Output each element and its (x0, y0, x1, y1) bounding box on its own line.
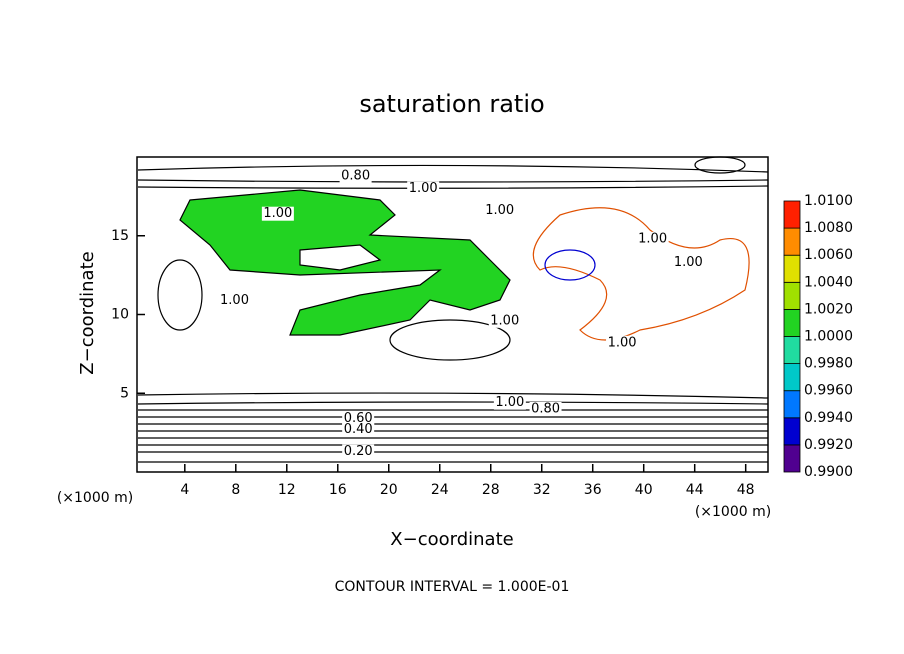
x-tick-label: 28 (482, 482, 500, 498)
contour-label: 0.80 (341, 168, 370, 183)
colorbar-box (783, 363, 801, 392)
contour-label-bg (606, 335, 639, 350)
x-tick-label: 36 (584, 482, 602, 498)
colorbar-label: 0.9980 (804, 356, 853, 372)
x-axis-title: X−coordinate (390, 529, 513, 550)
x-tick-label: 24 (431, 482, 449, 498)
chart-title: saturation ratio (359, 90, 544, 118)
contour-label-bg (488, 313, 521, 328)
contour-label: 0.80 (531, 402, 560, 417)
contour-label: 1.00 (409, 181, 438, 196)
colorbar-box (783, 200, 801, 229)
x-tick-label: 32 (533, 482, 551, 498)
contour-field (137, 156, 769, 463)
colorbar-label: 1.0020 (804, 301, 853, 317)
x-tick-label: 48 (737, 482, 755, 498)
colorbar-label: 0.9920 (804, 437, 853, 453)
contour-label: 0.40 (344, 422, 373, 437)
contour-label: 0.60 (344, 411, 373, 426)
colorbar-label: 1.0100 (804, 193, 853, 209)
x-tick-label: 4 (180, 482, 189, 498)
contour-label-bg (493, 395, 526, 410)
colorbar-box (783, 336, 801, 365)
colorbar-box (783, 444, 801, 473)
x-unit-right: (×1000 m) (695, 504, 771, 520)
contour-label: 1.00 (220, 293, 249, 308)
contour-label-bg (261, 206, 294, 221)
x-tick-label: 44 (686, 482, 704, 498)
x-tick-label: 12 (278, 482, 296, 498)
contour-label: 1.00 (485, 203, 514, 218)
y-tick-label: 10 (111, 307, 129, 323)
x-unit-left: (×1000 m) (57, 490, 133, 506)
contour-label-bg (636, 231, 669, 246)
contour-label: 1.00 (263, 206, 292, 221)
colorbar-label: 0.9960 (804, 383, 853, 399)
y-axis-title: Z−coordinate (77, 251, 98, 374)
x-tick-label: 16 (329, 482, 347, 498)
colorbar-box (783, 417, 801, 446)
x-tick-label: 40 (635, 482, 653, 498)
colorbar-box (783, 308, 801, 337)
colorbar-box (783, 281, 801, 310)
colorbar-label: 1.0060 (804, 247, 853, 263)
contour-label-bg (672, 255, 705, 270)
colorbar-label: 1.0040 (804, 274, 853, 290)
contour-label-bg (339, 168, 372, 183)
contour-label: 0.20 (344, 444, 373, 459)
contour-label-bg (342, 444, 375, 459)
contour-label: 1.00 (608, 335, 637, 350)
contour-label: 1.00 (495, 395, 524, 410)
colorbar-label: 1.0000 (804, 329, 853, 345)
y-tick-label: 15 (111, 228, 129, 244)
colorbar-label: 0.9900 (804, 464, 853, 480)
colorbar-box (783, 227, 801, 256)
y-tick-label: 5 (120, 385, 129, 401)
contour-label-bg (218, 293, 251, 308)
colorbar-box (783, 254, 801, 283)
contour-label: 1.00 (490, 313, 519, 328)
contour-label: 1.00 (638, 231, 667, 246)
colorbar-label: 1.0080 (804, 220, 853, 236)
contour-label-bg (342, 422, 375, 437)
contour-label: 1.00 (674, 255, 703, 270)
x-tick-label: 20 (380, 482, 398, 498)
contour-label-bg (529, 402, 562, 416)
contour-label-bg (342, 411, 375, 426)
colorbar-label: 0.9940 (804, 410, 853, 426)
colorbar-box (783, 390, 801, 419)
x-tick-label: 8 (231, 482, 240, 498)
contour-label-bg (407, 181, 440, 196)
footer: CONTOUR INTERVAL = 1.000E-01 (335, 579, 570, 595)
contour-label-bg (483, 203, 516, 218)
